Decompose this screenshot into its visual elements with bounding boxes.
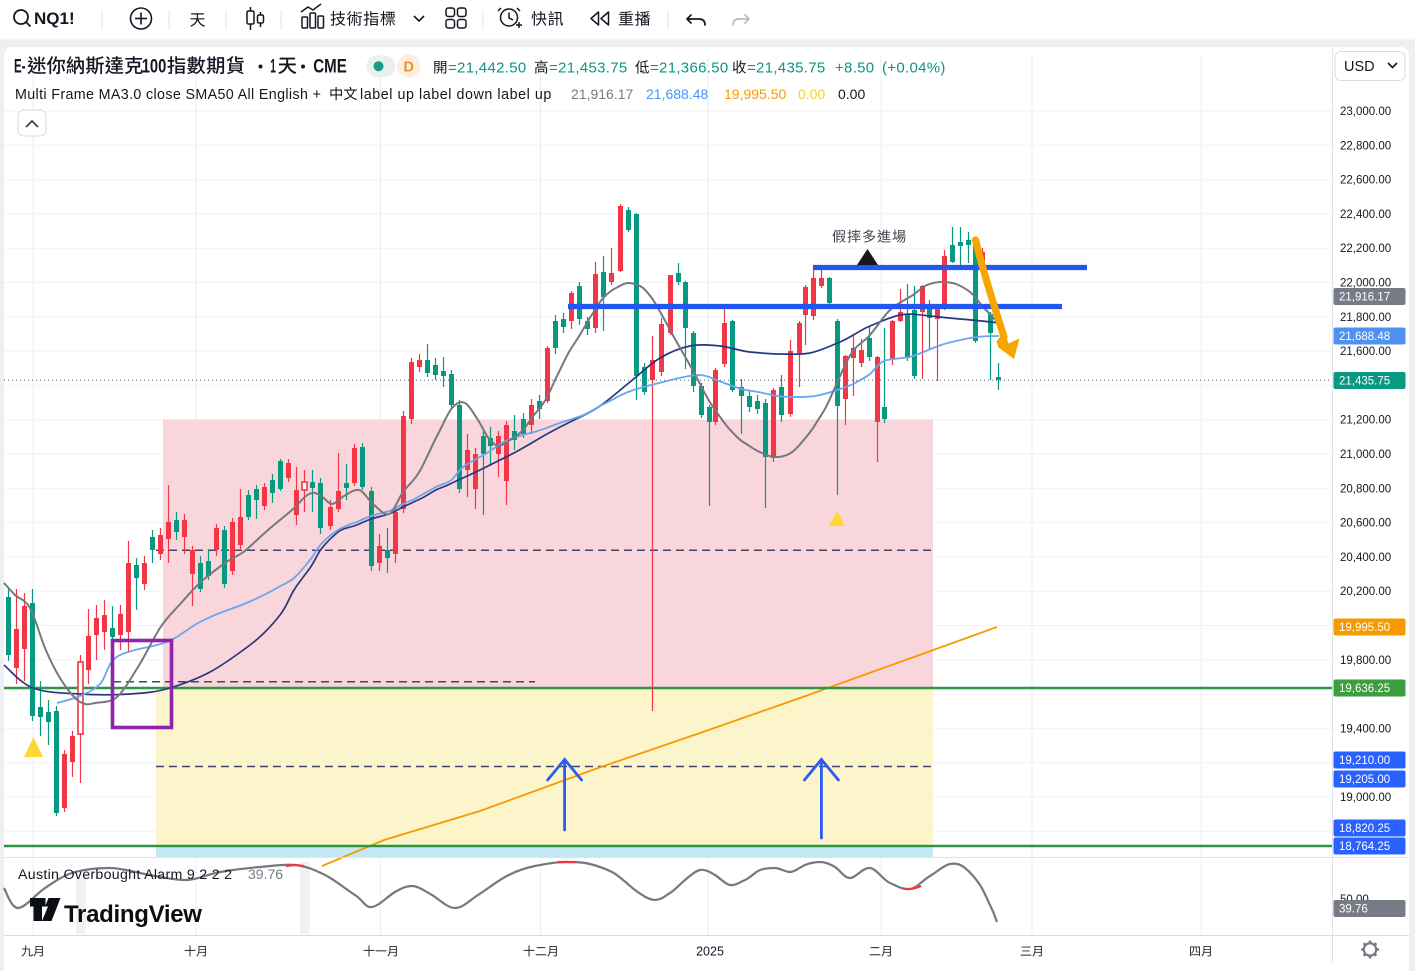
svg-text:=21,435.75: =21,435.75: [747, 60, 826, 77]
svg-text:19,995.50: 19,995.50: [724, 86, 786, 102]
svg-text:19,800.00: 19,800.00: [1340, 655, 1391, 667]
svg-text:21,435.75: 21,435.75: [1339, 376, 1390, 388]
svg-text:CME: CME: [313, 57, 347, 78]
svg-text:21,916.17: 21,916.17: [1339, 292, 1390, 304]
svg-text:21,000.00: 21,000.00: [1340, 449, 1391, 461]
svg-text:21,916.17: 21,916.17: [571, 86, 633, 102]
svg-text:19,000.00: 19,000.00: [1340, 792, 1391, 804]
svg-text:23,000.00: 23,000.00: [1340, 106, 1391, 118]
svg-text:2025: 2025: [696, 945, 724, 959]
svg-text:E-: E-: [14, 57, 26, 78]
svg-text:19,400.00: 19,400.00: [1340, 723, 1391, 735]
svg-text:21,800.00: 21,800.00: [1340, 312, 1391, 324]
svg-text:(+0.04%): (+0.04%): [882, 60, 946, 77]
svg-text:Multi Frame MA3.0 close SMA50: Multi Frame MA3.0 close SMA50 All Englis…: [15, 87, 321, 103]
svg-text:22,600.00: 22,600.00: [1340, 175, 1391, 187]
svg-text:+8.50: +8.50: [835, 60, 874, 77]
svg-text:18,764.25: 18,764.25: [1339, 841, 1390, 853]
svg-text:19,636.25: 19,636.25: [1339, 683, 1390, 695]
svg-text:Austin Overbought Alarm 9 2 2: Austin Overbought Alarm 9 2 2 2: [18, 867, 232, 883]
svg-text:20,400.00: 20,400.00: [1340, 552, 1391, 564]
svg-text:0.00: 0.00: [838, 86, 865, 102]
svg-text:18,820.25: 18,820.25: [1339, 823, 1390, 835]
svg-text:22,200.00: 22,200.00: [1340, 243, 1391, 255]
svg-text:39.76: 39.76: [248, 866, 283, 882]
svg-text:39.76: 39.76: [1339, 904, 1368, 916]
svg-text:TradingView: TradingView: [64, 901, 202, 928]
svg-text:20,800.00: 20,800.00: [1340, 483, 1391, 495]
svg-text:22,400.00: 22,400.00: [1340, 209, 1391, 221]
svg-text:22,000.00: 22,000.00: [1340, 278, 1391, 290]
svg-text:0.00: 0.00: [798, 86, 825, 102]
svg-text:19,210.00: 19,210.00: [1339, 755, 1390, 767]
svg-text:USD: USD: [1344, 59, 1375, 75]
svg-text:D: D: [404, 60, 414, 76]
svg-text:21,688.48: 21,688.48: [646, 86, 708, 102]
svg-text:=21,453.75: =21,453.75: [549, 60, 628, 77]
svg-text:21,600.00: 21,600.00: [1340, 346, 1391, 358]
svg-text:100: 100: [142, 57, 167, 78]
svg-text:=21,442.50: =21,442.50: [448, 60, 527, 77]
svg-text:19,205.00: 19,205.00: [1339, 774, 1390, 786]
svg-text:21,200.00: 21,200.00: [1340, 415, 1391, 427]
svg-text:NQ1!: NQ1!: [34, 9, 75, 28]
svg-text:20,600.00: 20,600.00: [1340, 518, 1391, 530]
svg-text:label up label down label up: label up label down label up: [360, 87, 552, 103]
svg-text:1: 1: [270, 57, 276, 78]
svg-text:=21,366.50: =21,366.50: [650, 60, 729, 77]
svg-text:21,688.48: 21,688.48: [1339, 331, 1390, 343]
svg-text:22,800.00: 22,800.00: [1340, 140, 1391, 152]
svg-text:20,200.00: 20,200.00: [1340, 586, 1391, 598]
svg-text:19,995.50: 19,995.50: [1339, 622, 1390, 634]
